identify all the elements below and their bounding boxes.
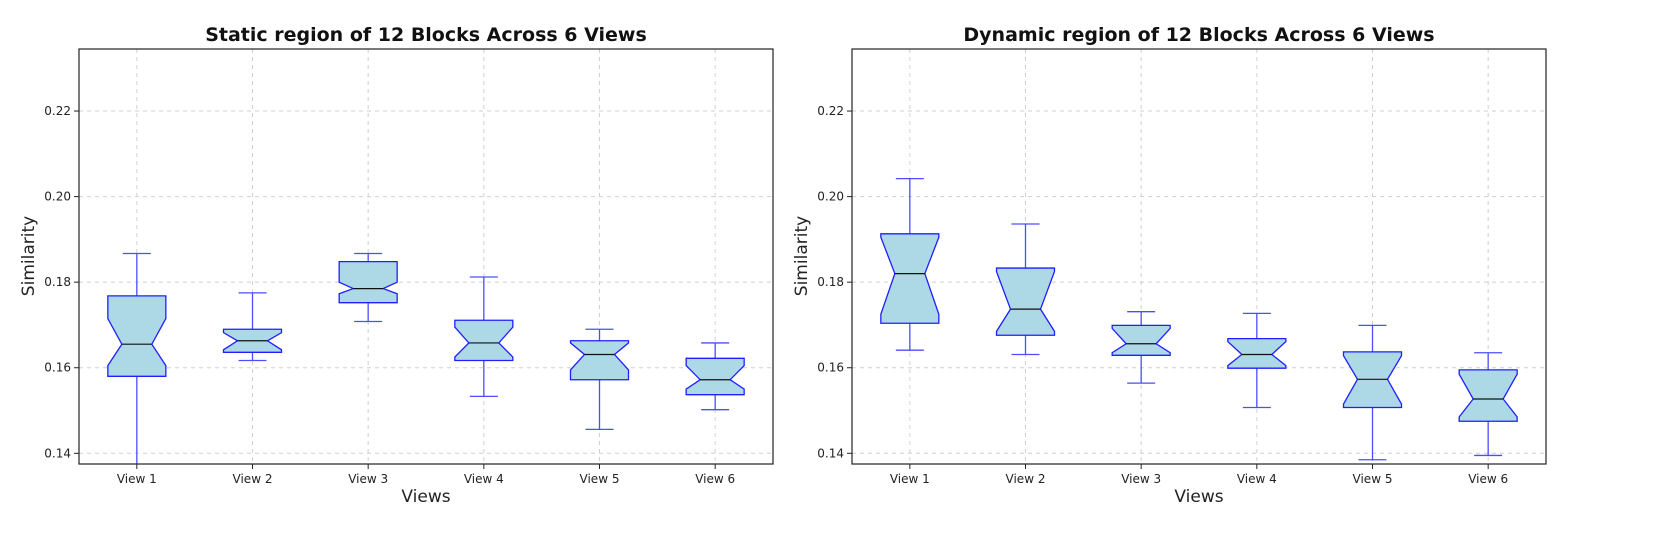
box-2 — [222, 292, 283, 362]
y-tick-label: 0.14 — [817, 446, 844, 460]
box-6 — [1458, 352, 1518, 457]
y-axis-label: Similarity — [792, 216, 812, 296]
x-tick-label: View 3 — [348, 472, 388, 486]
box-1 — [107, 252, 167, 464]
y-tick-label: 0.20 — [44, 190, 71, 204]
plot-frame — [78, 48, 774, 465]
y-tick-label: 0.22 — [44, 104, 71, 118]
box-1 — [880, 177, 940, 351]
x-tick-label: View 2 — [233, 472, 273, 486]
x-tick-label: View 1 — [890, 472, 930, 486]
y-tick-label: 0.20 — [817, 190, 844, 204]
box-body — [569, 340, 630, 381]
box-body — [685, 357, 745, 396]
y-tick-label: 0.16 — [817, 361, 844, 375]
dynamic-region-chart: 0.14 0.16 0.18 0.20 0.22 View 1 View 2 V… — [792, 24, 1547, 507]
box-6 — [685, 342, 745, 411]
x-tick-label: View 5 — [1353, 472, 1393, 486]
x-tick-label: View 5 — [580, 472, 620, 486]
x-tick-label: View 4 — [1237, 472, 1277, 486]
x-axis-label: Views — [401, 487, 450, 507]
x-tick-label: View 2 — [1006, 472, 1046, 486]
box-5 — [1342, 324, 1403, 461]
chart-title: Static region of 12 Blocks Across 6 View… — [205, 24, 647, 46]
x-tick-label: View 6 — [695, 472, 735, 486]
plot-frame — [851, 48, 1547, 465]
y-tick-label: 0.18 — [817, 275, 844, 289]
box-body — [107, 295, 167, 377]
chart-title: Dynamic region of 12 Blocks Across 6 Vie… — [963, 24, 1434, 46]
x-tick-label: View 3 — [1121, 472, 1161, 486]
box-2 — [995, 223, 1056, 356]
x-tick-label: View 6 — [1468, 472, 1508, 486]
box-body — [338, 260, 398, 304]
box-body — [454, 319, 514, 362]
y-tick-label: 0.18 — [44, 275, 71, 289]
box-body — [880, 233, 940, 324]
box-body — [995, 267, 1056, 336]
y-tick-label: 0.14 — [44, 446, 71, 460]
box-body — [1227, 337, 1287, 369]
y-axis-label: Similarity — [19, 216, 39, 296]
box-5 — [569, 328, 630, 430]
x-tick-label: View 4 — [464, 472, 504, 486]
y-tick-label: 0.16 — [44, 361, 71, 375]
y-tick-label: 0.22 — [817, 104, 844, 118]
static-region-chart: 0.14 0.16 0.18 0.20 0.22 View 1 View 2 V… — [19, 24, 774, 507]
box-3 — [338, 252, 398, 323]
x-tick-label: View 1 — [117, 472, 157, 486]
box-4 — [454, 276, 514, 398]
box-body — [1111, 324, 1171, 356]
box-4 — [1227, 312, 1287, 409]
box-body — [1458, 369, 1518, 422]
x-axis-label: Views — [1174, 487, 1223, 507]
box-3 — [1111, 311, 1171, 384]
